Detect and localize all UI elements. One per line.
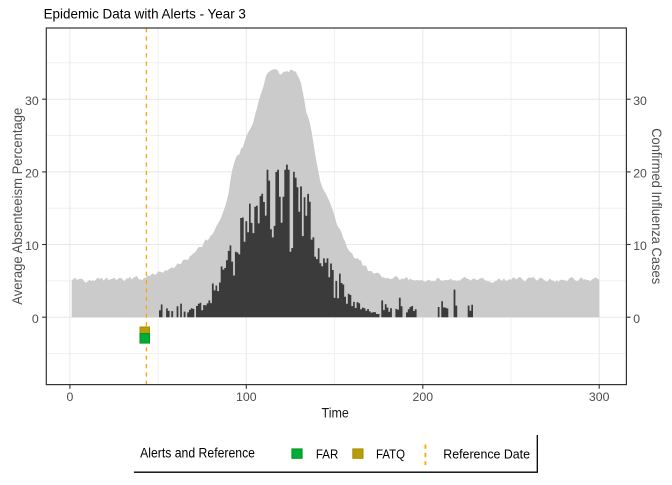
svg-text:Reference Date: Reference Date bbox=[443, 448, 530, 462]
svg-text:Average Absenteeism Percentage: Average Absenteeism Percentage bbox=[10, 108, 25, 305]
svg-text:10: 10 bbox=[25, 239, 39, 253]
svg-text:10: 10 bbox=[633, 239, 647, 253]
svg-text:Confirmed Influenza Cases: Confirmed Influenza Cases bbox=[649, 128, 664, 284]
svg-text:0: 0 bbox=[66, 390, 73, 404]
svg-text:20: 20 bbox=[633, 167, 647, 181]
svg-text:20: 20 bbox=[25, 167, 39, 181]
svg-text:FATQ: FATQ bbox=[376, 448, 405, 462]
svg-text:300: 300 bbox=[589, 390, 610, 404]
svg-text:Alerts and Reference: Alerts and Reference bbox=[140, 445, 255, 461]
svg-text:0: 0 bbox=[633, 312, 640, 326]
svg-text:0: 0 bbox=[32, 312, 39, 326]
svg-text:200: 200 bbox=[413, 390, 434, 404]
svg-text:30: 30 bbox=[633, 94, 647, 108]
svg-text:Epidemic Data with Alerts - Ye: Epidemic Data with Alerts - Year 3 bbox=[44, 7, 246, 22]
svg-text:30: 30 bbox=[25, 94, 39, 108]
svg-text:FAR: FAR bbox=[316, 448, 338, 462]
svg-text:Time: Time bbox=[322, 406, 349, 421]
svg-text:100: 100 bbox=[236, 390, 257, 404]
